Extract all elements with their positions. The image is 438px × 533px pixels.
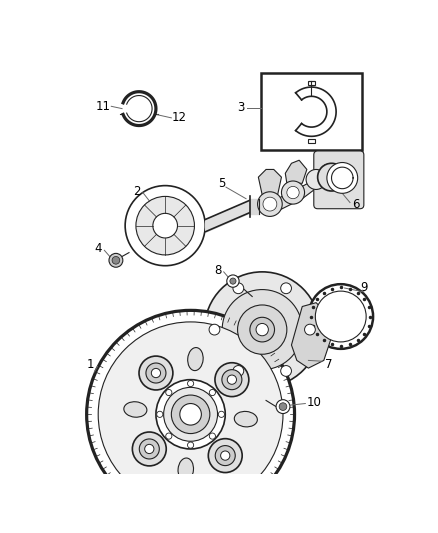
Circle shape: [208, 439, 242, 473]
Circle shape: [250, 317, 275, 342]
Circle shape: [151, 368, 161, 378]
Circle shape: [233, 283, 244, 294]
Text: 5: 5: [218, 177, 225, 190]
Circle shape: [308, 284, 373, 349]
Bar: [308, 140, 314, 143]
Polygon shape: [258, 169, 282, 195]
Circle shape: [281, 283, 291, 294]
Circle shape: [136, 196, 194, 255]
Circle shape: [215, 363, 249, 397]
Circle shape: [256, 324, 268, 336]
Circle shape: [233, 366, 244, 376]
Circle shape: [166, 433, 172, 439]
Circle shape: [145, 445, 154, 454]
Circle shape: [112, 256, 120, 264]
Text: 10: 10: [306, 396, 321, 409]
Circle shape: [282, 181, 304, 204]
Circle shape: [180, 403, 201, 425]
Circle shape: [230, 278, 236, 284]
Circle shape: [281, 366, 291, 376]
Circle shape: [306, 169, 326, 189]
Circle shape: [166, 390, 172, 395]
Circle shape: [156, 379, 225, 449]
Circle shape: [187, 442, 194, 448]
FancyBboxPatch shape: [314, 151, 364, 209]
Circle shape: [209, 390, 215, 395]
Circle shape: [157, 411, 163, 417]
Circle shape: [276, 400, 290, 414]
Circle shape: [227, 275, 239, 287]
Circle shape: [187, 381, 194, 386]
Text: 9: 9: [360, 281, 367, 294]
Circle shape: [209, 433, 215, 439]
Circle shape: [279, 403, 287, 410]
Ellipse shape: [124, 402, 147, 417]
Circle shape: [263, 197, 277, 211]
Circle shape: [146, 363, 166, 383]
Circle shape: [139, 439, 159, 459]
Circle shape: [139, 356, 173, 390]
Circle shape: [164, 387, 218, 441]
Ellipse shape: [188, 348, 203, 370]
Circle shape: [132, 432, 166, 466]
Circle shape: [237, 305, 287, 354]
Text: 8: 8: [214, 264, 221, 277]
Circle shape: [171, 395, 210, 433]
Circle shape: [215, 446, 235, 466]
Circle shape: [287, 187, 299, 199]
Circle shape: [304, 324, 315, 335]
Text: 11: 11: [96, 100, 111, 113]
Bar: [261, 73, 361, 150]
Polygon shape: [285, 160, 307, 183]
Circle shape: [98, 322, 283, 507]
Circle shape: [218, 411, 225, 417]
Circle shape: [315, 291, 366, 342]
Polygon shape: [279, 168, 341, 210]
Text: 12: 12: [172, 111, 187, 124]
Bar: [308, 81, 314, 85]
Text: 6: 6: [353, 198, 360, 212]
Circle shape: [222, 289, 302, 370]
Text: 2: 2: [133, 184, 141, 198]
Ellipse shape: [234, 411, 258, 427]
Circle shape: [109, 253, 123, 267]
Text: 3: 3: [237, 101, 244, 115]
Circle shape: [125, 185, 205, 265]
Circle shape: [318, 163, 346, 191]
Circle shape: [319, 164, 339, 184]
Circle shape: [205, 272, 320, 387]
Circle shape: [258, 192, 282, 216]
Text: 7: 7: [325, 358, 333, 371]
Polygon shape: [291, 303, 332, 368]
Circle shape: [153, 213, 177, 238]
Circle shape: [327, 163, 358, 193]
Circle shape: [209, 324, 220, 335]
Text: 1: 1: [87, 358, 94, 371]
Circle shape: [87, 310, 294, 518]
Circle shape: [227, 375, 237, 384]
Text: 4: 4: [95, 243, 102, 255]
Ellipse shape: [178, 458, 194, 481]
Circle shape: [221, 451, 230, 460]
Circle shape: [222, 370, 242, 390]
